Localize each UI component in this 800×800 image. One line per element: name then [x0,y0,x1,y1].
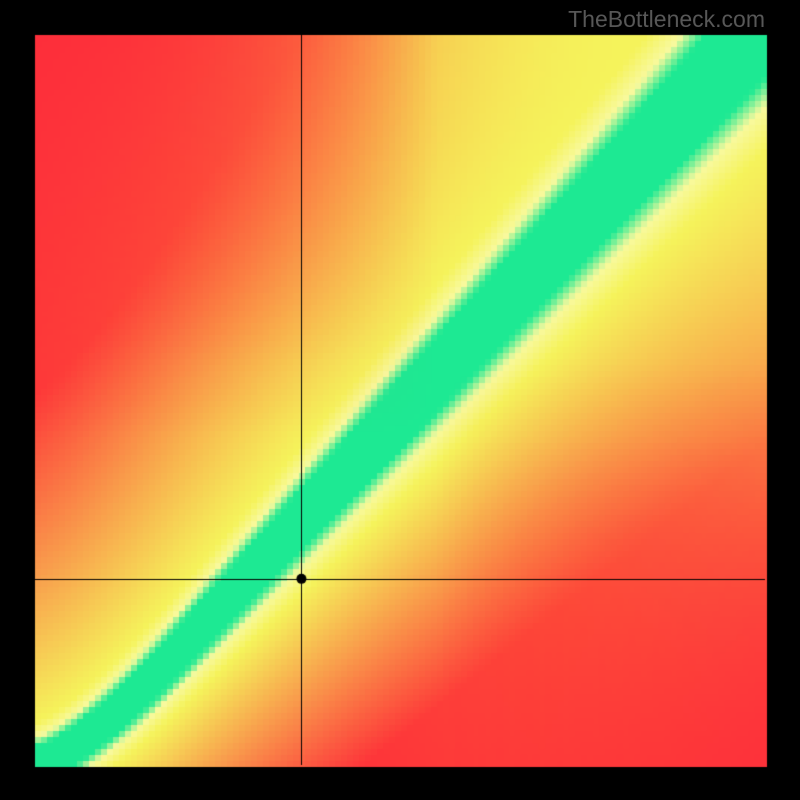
heatmap-canvas [0,0,800,800]
chart-container: TheBottleneck.com [0,0,800,800]
watermark-text: TheBottleneck.com [568,6,765,33]
